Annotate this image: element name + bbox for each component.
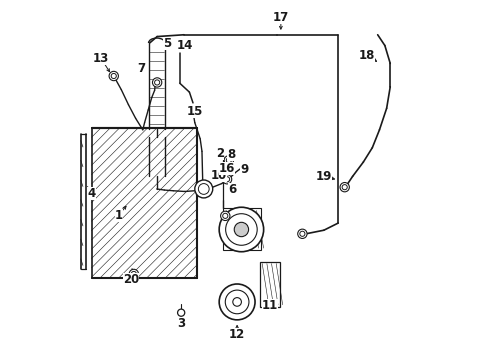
Text: 1: 1: [115, 209, 123, 222]
Circle shape: [111, 73, 116, 78]
Text: 2: 2: [216, 147, 224, 159]
Circle shape: [234, 222, 248, 237]
Circle shape: [219, 284, 255, 320]
Circle shape: [300, 231, 305, 237]
Circle shape: [226, 158, 231, 163]
Circle shape: [298, 229, 307, 238]
Circle shape: [191, 109, 196, 114]
Circle shape: [198, 184, 209, 194]
Circle shape: [342, 185, 347, 190]
Bar: [223, 208, 261, 250]
Text: 17: 17: [273, 12, 289, 24]
Circle shape: [152, 78, 162, 87]
Text: 13: 13: [93, 51, 109, 64]
Text: 12: 12: [229, 328, 245, 341]
Text: 20: 20: [123, 273, 139, 286]
Text: 8: 8: [227, 148, 236, 161]
Circle shape: [219, 207, 264, 252]
Text: 4: 4: [87, 187, 96, 200]
Circle shape: [177, 309, 185, 316]
Circle shape: [224, 156, 234, 165]
Circle shape: [225, 214, 257, 245]
Text: 9: 9: [240, 163, 248, 176]
Bar: [260, 262, 280, 307]
Text: 7: 7: [138, 62, 146, 75]
Text: 15: 15: [187, 105, 203, 118]
Circle shape: [129, 269, 139, 279]
Circle shape: [109, 71, 119, 81]
Circle shape: [224, 177, 230, 182]
Text: 3: 3: [177, 317, 185, 330]
Text: 10: 10: [211, 169, 227, 182]
Text: 5: 5: [163, 36, 171, 50]
Text: 16: 16: [219, 162, 235, 175]
Text: 19: 19: [316, 170, 332, 183]
Circle shape: [154, 80, 160, 85]
Circle shape: [131, 271, 136, 276]
Text: 6: 6: [228, 183, 237, 196]
Circle shape: [220, 211, 230, 221]
Text: 11: 11: [262, 299, 278, 312]
Circle shape: [223, 213, 228, 219]
Circle shape: [222, 175, 232, 184]
Circle shape: [195, 180, 213, 198]
Text: 18: 18: [359, 49, 375, 62]
Text: 14: 14: [176, 39, 193, 52]
Circle shape: [225, 290, 249, 314]
Circle shape: [233, 298, 242, 306]
Circle shape: [340, 183, 349, 192]
Bar: [92, 128, 197, 278]
Circle shape: [188, 107, 197, 117]
